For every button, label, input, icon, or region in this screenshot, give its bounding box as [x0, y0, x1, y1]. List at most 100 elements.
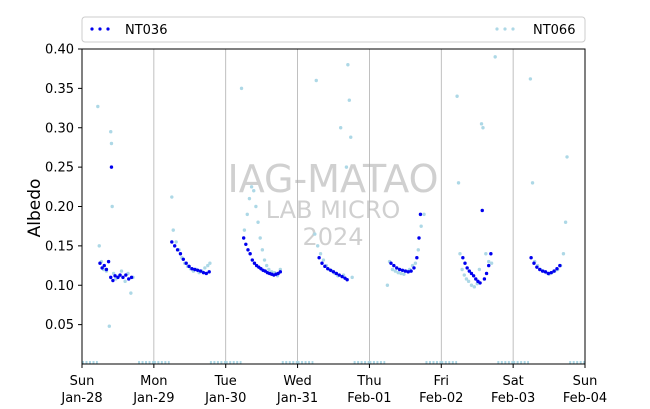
y-tick-label: 0.20 — [45, 200, 74, 215]
data-point — [558, 263, 562, 268]
data-point — [340, 274, 344, 279]
data-point — [412, 266, 416, 270]
data-point — [121, 275, 125, 280]
data-point — [187, 264, 191, 269]
data-point — [119, 269, 124, 273]
data-point — [315, 244, 320, 248]
x-tick-label-date: Jan-31 — [276, 391, 318, 406]
data-point — [469, 271, 474, 276]
data-point — [118, 273, 122, 277]
x-tick-label-date: Feb-04 — [563, 391, 607, 406]
data-point — [334, 271, 339, 276]
data-point — [172, 244, 177, 248]
data-point — [563, 220, 568, 224]
data-point — [178, 252, 183, 256]
data-point — [538, 267, 542, 272]
data-point — [419, 224, 423, 228]
data-point — [489, 261, 494, 265]
data-point — [190, 267, 194, 271]
data-point — [463, 261, 467, 265]
data-point — [256, 220, 260, 224]
data-point — [245, 212, 249, 217]
data-point — [127, 277, 131, 281]
data-point — [323, 264, 327, 269]
data-point — [252, 189, 256, 193]
data-point — [326, 267, 330, 271]
y-tick-label: 0.35 — [45, 82, 74, 97]
data-points — [96, 55, 569, 328]
data-point — [349, 135, 353, 139]
data-point — [395, 266, 399, 270]
data-point — [123, 279, 127, 284]
data-point — [465, 266, 469, 270]
data-point — [129, 291, 133, 295]
data-point — [175, 248, 180, 252]
data-point — [415, 255, 419, 260]
data-point — [462, 273, 466, 277]
data-point — [565, 155, 569, 159]
y-tick-label: 0.10 — [45, 279, 74, 294]
data-point — [314, 78, 318, 83]
data-point — [546, 271, 551, 276]
x-tick-label-day: Wed — [283, 374, 311, 389]
data-point — [278, 270, 283, 274]
data-point — [208, 261, 212, 265]
data-point — [535, 265, 539, 269]
x-tick-label-date: Feb-02 — [419, 391, 463, 406]
data-point — [532, 261, 536, 265]
data-point — [331, 270, 336, 274]
data-point — [471, 274, 476, 278]
data-point — [529, 255, 533, 260]
data-point — [254, 204, 258, 209]
legend-label-nt036: NT036 — [125, 23, 167, 38]
data-point — [246, 248, 250, 252]
data-point — [239, 86, 244, 91]
data-point — [252, 261, 257, 265]
data-point — [109, 129, 113, 134]
data-point — [109, 165, 114, 169]
data-point — [244, 242, 248, 246]
legend-marker-nt036 — [90, 27, 110, 31]
data-point — [469, 283, 474, 287]
data-point — [396, 270, 400, 275]
watermark-year: 2024 — [302, 223, 363, 251]
data-point — [474, 277, 478, 281]
legend-box — [81, 16, 586, 43]
x-tick-label-day: Sun — [70, 374, 95, 389]
legend-marker-nt066 — [495, 27, 515, 31]
data-point — [110, 204, 114, 209]
data-point — [109, 275, 113, 280]
data-point — [96, 104, 100, 109]
data-point — [248, 252, 252, 256]
data-point — [317, 255, 321, 260]
data-point — [400, 268, 405, 272]
data-point — [250, 258, 255, 262]
legend-label-nt066: NT066 — [533, 23, 575, 38]
data-point — [481, 126, 485, 130]
x-tick-label-date: Feb-01 — [347, 391, 391, 406]
data-point — [479, 122, 484, 126]
x-tick-label-date: Feb-03 — [491, 391, 535, 406]
data-point — [549, 270, 553, 275]
data-point — [170, 195, 174, 199]
data-point — [464, 277, 469, 281]
data-point — [321, 258, 326, 262]
data-point — [484, 271, 489, 276]
data-point — [543, 270, 548, 274]
data-point — [540, 269, 545, 273]
data-point — [477, 267, 482, 272]
x-tick-label-day: Sun — [573, 374, 598, 389]
data-point — [207, 270, 211, 274]
data-point — [174, 240, 178, 244]
data-point — [97, 244, 101, 248]
data-point — [107, 324, 112, 328]
data-point — [417, 236, 421, 240]
data-point — [206, 263, 210, 268]
y-tick-label: 0.05 — [45, 318, 74, 333]
data-point — [181, 257, 186, 261]
data-point — [555, 267, 559, 271]
data-point — [552, 269, 556, 273]
watermark: IAG-MATAO LAB MICRO 2024 — [227, 157, 438, 251]
data-point — [493, 55, 497, 59]
